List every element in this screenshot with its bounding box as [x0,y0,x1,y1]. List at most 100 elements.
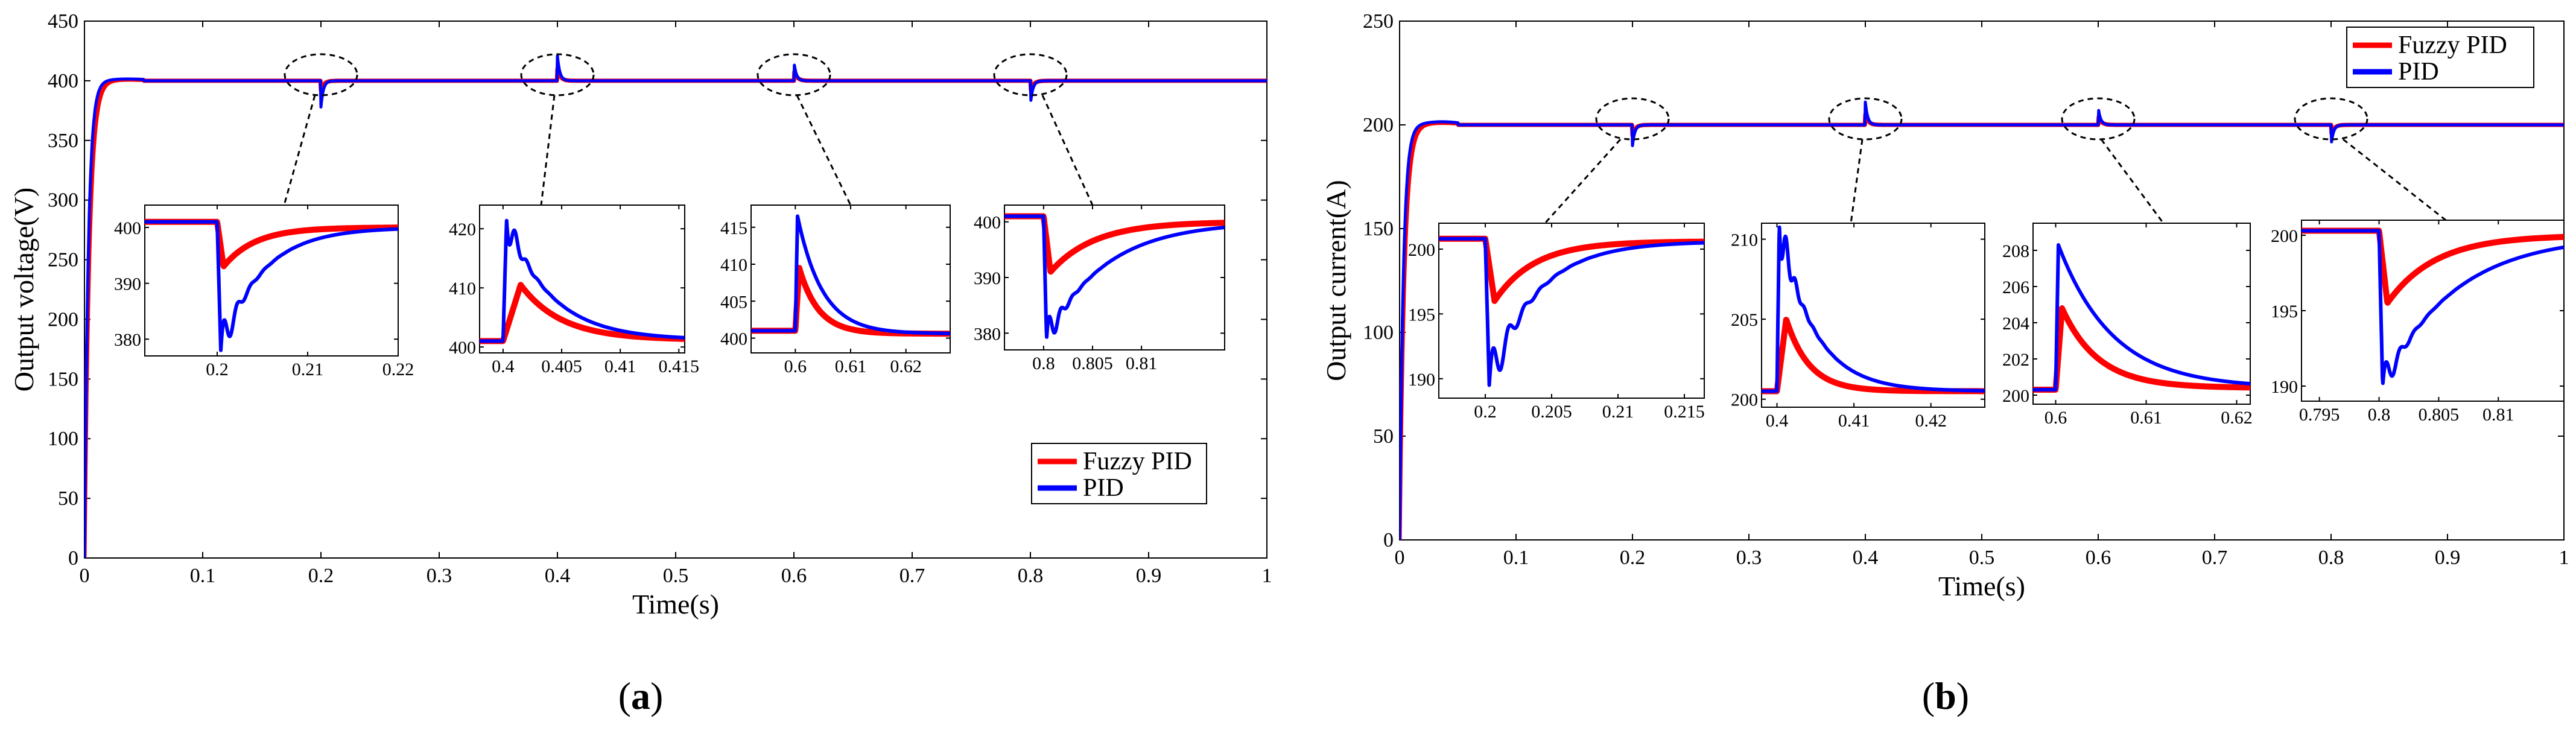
panel-b-inset-y-tick-label: 200 [2271,226,2298,246]
panel-b-inset-y-tick-label: 200 [2002,386,2029,406]
panel-a-x-tick-label: 0.6 [781,565,807,587]
panel-a-inset-y-tick-label: 400 [449,338,476,358]
panel-a-inset-x-tick-label: 0.4 [492,357,515,376]
panel-a-y-tick-label: 50 [58,487,78,510]
panel-b-inset-x-tick-label: 0.215 [1664,402,1705,422]
panel-b-inset-y-tick-label: 210 [1731,230,1758,250]
panel-a-y-tick-label: 100 [48,428,78,450]
panel-a-y-tick-label: 200 [48,308,78,331]
panel-b-x-tick-label: 1 [2559,547,2569,569]
panel-b-inset-x-tick-label: 0.795 [2299,405,2340,425]
panel-b-inset-4: 0.795 0.8 0.805 0.81 190 195 200 [2271,220,2565,425]
panel-b-inset-y-tick-label: 204 [2002,314,2029,334]
panel-a-inset-y-tick-label: 410 [720,255,747,275]
panel-a-y-tick-label: 350 [48,130,78,152]
panel-b-zoom-leader-line [1850,139,1864,224]
panel-a-legend-label-fuzzy-pid: Fuzzy PID [1083,448,1192,475]
panel-b-inset-y-tick-label: 190 [1408,370,1435,390]
panel-b-x-tick-label: 0.5 [1969,547,1995,569]
panel-b-x-axis-label: Time(s) [1938,571,2025,601]
panel-a-inset-x-tick-label: 0.22 [382,360,414,379]
panel-b-inset-x-tick-label: 0.805 [2419,405,2460,425]
panel-a-inset-3: 0.6 0.61 0.62 400 405 410 415 [720,205,951,376]
panel-b-inset-x-tick-label: 0.62 [2221,408,2253,428]
panel-a-inset-x-tick-label: 0.81 [1126,354,1158,373]
panel-b-inset-plot-frame [1761,223,1985,408]
panel-b-zoom-leader-line [2343,138,2447,221]
panel-b-inset-x-tick-label: 0.81 [2482,405,2514,425]
panel-b-inset-x-tick-label: 0.6 [2045,408,2067,428]
panel-a-inset-y-tick-label: 390 [114,274,141,294]
panel-a-inset-x-tick-label: 0.8 [1032,354,1055,373]
panel-b-inset-x-tick-label: 0.4 [1766,411,1789,431]
panel-b-y-tick-label: 200 [1363,114,1394,136]
panel-a-inset-y-tick-label: 380 [974,324,1001,344]
panel-a-inset-y-tick-label: 410 [449,279,476,299]
panel-a-x-tick-label: 1 [1262,565,1272,587]
panel-a-inset-x-tick-label: 0.2 [206,360,229,379]
panel-a-x-tick-label: 0.1 [190,565,216,587]
panel-a-inset-series-pid-line [1004,214,1225,339]
panel-b-inset-series-pid-line [2033,243,2250,392]
panel-b-inset-y-tick-label: 202 [2002,350,2029,370]
panel-b-x-tick-label: 0.3 [1736,547,1762,569]
panel-b-y-tick-label: 50 [1373,425,1394,448]
panel-b-label: (b) [1922,674,1969,717]
panel-b-legend-box [2346,27,2534,88]
panel-a-inset-4: 0.8 0.805 0.81 380 390 400 [974,205,1225,373]
panel-a-inset-series-fuzzy-pid-line [480,282,685,344]
panel-a-y-tick-label: 250 [48,249,78,271]
panel-a-inset-x-tick-label: 0.62 [890,357,922,376]
panel-a-x-tick-label: 0 [80,565,90,587]
panel-a-inset-2: 0.4 0.405 0.41 0.415 400 410 420 [449,205,699,376]
panel-a-inset-x-tick-label: 0.805 [1072,354,1113,373]
panel-a-x-axis-label: Time(s) [632,589,719,620]
panel-b-inset-y-tick-label: 200 [1731,390,1758,410]
panel-b-inset-y-tick-label: 195 [2271,302,2298,322]
panel-b-x-tick-label: 0.7 [2202,547,2228,569]
panel-b-y-tick-label: 0 [1383,529,1394,551]
panel-a-zoom-ellipse [520,53,595,97]
panel-a-inset-x-tick-label: 0.405 [541,357,582,376]
panel-b-legend-label-fuzzy-pid: Fuzzy PID [2398,31,2507,59]
panel-a-y-axis-label: Output voltage(V) [8,188,39,392]
panel-a-x-tick-label: 0.4 [545,565,571,587]
panel-b-y-tick-label: 250 [1363,10,1394,33]
panel-b-inset-x-tick-label: 0.2 [1474,402,1497,422]
panel-a-inset-x-tick-label: 0.61 [835,357,867,376]
panel-b-inset-series-pid-line [2302,229,2564,385]
panel-a-zoom-leader-line [1041,95,1094,206]
panel-a-inset-x-tick-label: 0.6 [784,357,807,376]
panel-a-y-tick-label: 300 [48,189,78,212]
panel-b-y-tick-label: 100 [1363,322,1394,344]
panel-a-inset-y-tick-label: 400 [114,218,141,238]
panel-b-series-pid-line [1400,100,2564,540]
panel-a-y-tick-label: 0 [68,547,78,569]
panel-a-inset-1: 0.2 0.21 0.22 380 390 400 [114,205,414,379]
panel-b-inset-y-tick-label: 190 [2271,377,2298,397]
panel-b-inset-y-tick-label: 200 [1408,240,1435,260]
panel-b-inset-y-tick-label: 195 [1408,305,1435,325]
panel-b-y-tick-label: 150 [1363,218,1394,240]
panel-b-x-tick-label: 0.9 [2435,547,2461,569]
panel-b-zoom-ellipse [2061,97,2136,141]
panel-a-x-tick-label: 0.8 [1018,565,1044,587]
panel-b-zoom-ellipse [1595,97,1670,141]
panel-b-inset-x-tick-label: 0.61 [2130,408,2162,428]
panel-b-inset-x-tick-label: 0.205 [1531,402,1572,422]
panel-a-series-pid-line [84,54,1267,558]
panel-a-legend-box [1031,443,1207,504]
panel-a-inset-series-pid-line [751,214,950,335]
chart-panel-b: 0 0.1 0.2 0.3 0.4 0.5 0.6 0.7 0.8 0.9 1 0 50 100 150 20… [1321,10,2569,601]
panel-b-x-tick-label: 0.4 [1853,547,1879,569]
panel-b-x-tick-label: 0.2 [1620,547,1646,569]
panel-a-inset-y-tick-label: 405 [720,292,747,312]
panel-a-zoom-ellipse [284,53,358,97]
panel-b-inset-series-pid-line [1762,225,1985,393]
panel-b-inset-series-fuzzy-pid-line [2033,305,2250,393]
panel-b-inset-y-tick-label: 205 [1731,310,1758,330]
panel-a-inset-y-tick-label: 380 [114,330,141,350]
panel-a-zoom-ellipse [757,53,831,97]
